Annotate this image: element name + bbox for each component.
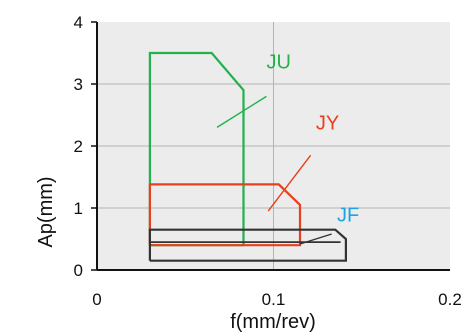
x-tick-label: 0.1	[262, 290, 286, 309]
x-tick-label: 0	[92, 290, 101, 309]
y-axis-title: Ap(mm)	[35, 176, 57, 247]
region-ju-label: JU	[266, 52, 290, 74]
x-axis-title: f(mm/rev)	[230, 311, 316, 333]
region-ju-leader-line	[216, 95, 267, 128]
x-tick-label: 0.2	[438, 290, 462, 309]
y-tick-label: 1	[74, 199, 83, 218]
y-tick-label: 3	[74, 75, 83, 94]
y-tick-label: 0	[74, 261, 83, 280]
region-jy-leader-line	[267, 154, 312, 212]
region-jf-outline	[148, 228, 347, 262]
region-jy-label: JY	[316, 112, 339, 134]
grid	[97, 22, 450, 270]
y-tick-label: 4	[74, 13, 83, 32]
region-jf-leader-line	[299, 233, 332, 245]
series-layer: JU JY JF	[148, 52, 359, 262]
ticks: 0 1 2 3 4 0 0.1 0.2	[74, 13, 462, 309]
region-jy-outline	[148, 183, 302, 247]
region-jf-label: JF	[337, 205, 359, 227]
y-tick-label: 2	[74, 137, 83, 156]
